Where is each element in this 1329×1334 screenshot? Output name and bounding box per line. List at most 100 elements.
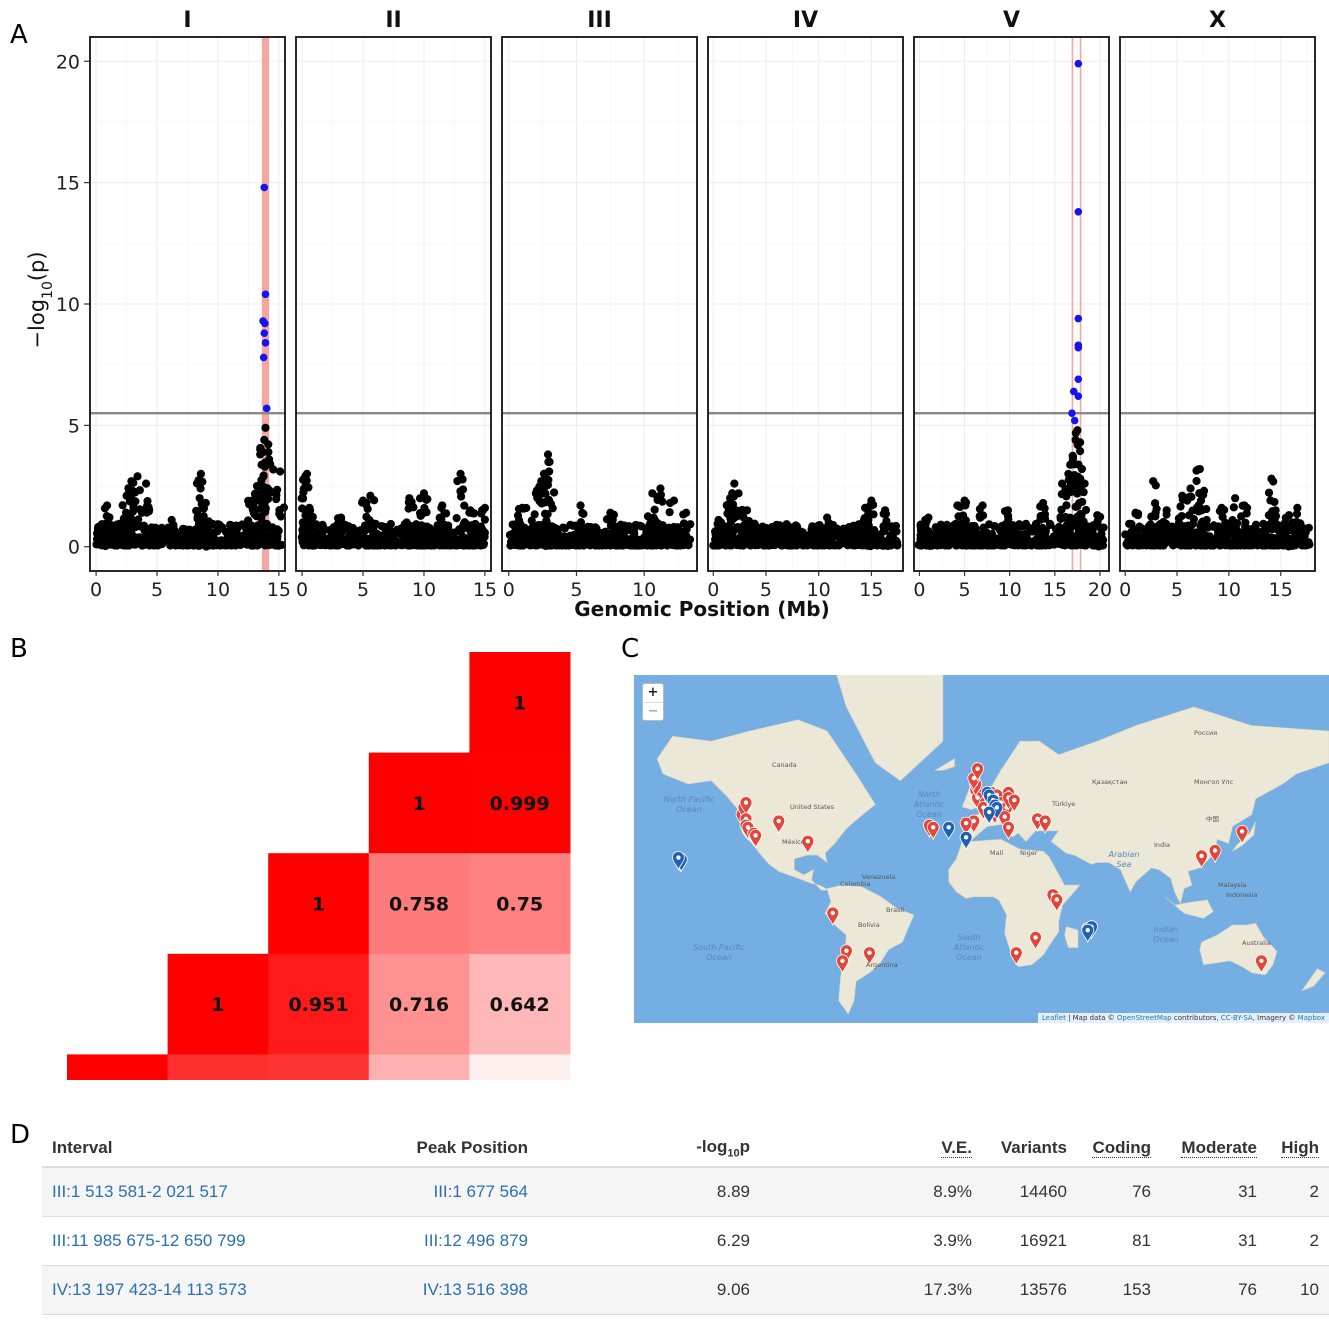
col-interval-header[interactable]: Interval [42, 1130, 302, 1168]
osm-link[interactable]: OpenStreetMap [1116, 1014, 1172, 1022]
snp-point [635, 541, 644, 550]
snp-point [609, 523, 618, 532]
snp-point [252, 481, 262, 491]
ld-cell [167, 1054, 269, 1080]
snp-point [1076, 447, 1085, 456]
country-label: Indonesia [1226, 891, 1258, 899]
snp-point [977, 531, 987, 540]
snp-point [1016, 534, 1025, 543]
coding-cell: 153 [1077, 1265, 1161, 1315]
snp-point [713, 538, 722, 547]
snp-point [1241, 518, 1250, 527]
map-marker-red[interactable] [971, 762, 985, 782]
mapbox-link[interactable]: Mapbox [1297, 1014, 1325, 1022]
interval-link[interactable]: III:1 513 581-2 021 517 [42, 1167, 302, 1217]
snp-point [128, 486, 137, 495]
snp-point [102, 501, 112, 510]
map-marker-blue[interactable] [672, 851, 685, 871]
map-marker-red[interactable] [863, 946, 876, 966]
col-ve-header[interactable]: V.E. [760, 1130, 982, 1168]
map-marker-red[interactable] [836, 954, 849, 974]
map-marker-blue[interactable] [982, 805, 996, 826]
map-marker-red[interactable] [959, 816, 973, 837]
map-marker-red[interactable] [1029, 931, 1043, 951]
snp-point [1284, 511, 1294, 520]
map-marker-red[interactable] [1208, 844, 1222, 864]
map-marker-red[interactable] [739, 796, 753, 816]
chromosome-panel-IV: IV 0 5 10 15 [707, 8, 904, 601]
logp-cell: 6.29 [538, 1216, 760, 1266]
ocean-label: North Atlantic Ocean [913, 790, 945, 819]
snp-point [644, 534, 653, 543]
col-logp-header[interactable]: -log10p [538, 1130, 760, 1168]
snp-point [652, 540, 661, 549]
snp-point [1196, 496, 1206, 505]
snp-point [1003, 506, 1012, 515]
map-canvas[interactable] [634, 675, 1329, 1023]
peak-link[interactable]: III:1 677 564 [302, 1167, 538, 1217]
map-pin-center [1002, 814, 1007, 819]
snp-point [1022, 531, 1031, 540]
snp-point [576, 501, 585, 510]
map-marker-red[interactable] [1007, 793, 1021, 814]
map-marker-red[interactable] [772, 814, 786, 835]
map-marker-red[interactable] [801, 834, 815, 855]
col-peak-header[interactable]: Peak Position [302, 1130, 538, 1168]
map-marker-blue[interactable] [959, 830, 973, 851]
col-moderate-header[interactable]: Moderate [1161, 1130, 1267, 1168]
interval-link[interactable]: IV:13 197 423-14 113 573 [42, 1265, 302, 1315]
leaflet-link[interactable]: Leaflet [1041, 1014, 1066, 1022]
snp-point [401, 536, 410, 546]
snp-point [804, 533, 813, 542]
col-high-header[interactable]: High [1267, 1130, 1329, 1168]
peak-link[interactable]: III:12 496 879 [302, 1216, 538, 1266]
snp-point [452, 514, 461, 523]
snp-point [126, 495, 136, 504]
map-marker-red[interactable] [1038, 814, 1052, 835]
country-label: Қазақстан [1092, 778, 1128, 786]
snp-point [1176, 502, 1185, 511]
col-coding-header[interactable]: Coding [1077, 1130, 1161, 1168]
eurasia-landmass [961, 706, 1329, 905]
map-marker-red[interactable] [1235, 825, 1249, 845]
ld-value-label: 1 [513, 692, 526, 714]
snp-point [724, 532, 733, 542]
map-marker-red[interactable] [926, 820, 940, 841]
snp-point [814, 521, 823, 530]
map-marker-red[interactable] [1195, 849, 1208, 869]
map-pin-center [975, 766, 980, 771]
country-label: Bolivia [858, 921, 880, 929]
ld-value-label: 0.999 [490, 793, 550, 815]
license-link[interactable]: CC-BY-SA [1220, 1014, 1253, 1022]
snp-point [1076, 438, 1085, 447]
snp-point [260, 435, 269, 445]
map-marker-blue[interactable] [942, 820, 956, 841]
map-marker-red[interactable] [1002, 820, 1015, 841]
map-marker-red[interactable] [826, 906, 840, 927]
map-marker-red[interactable] [749, 829, 762, 849]
peak-link[interactable]: IV:13 516 398 [302, 1265, 538, 1315]
ld-value-label: 1 [312, 894, 325, 916]
zoom-out-button[interactable]: − [643, 702, 663, 720]
panel-frame [913, 36, 1110, 572]
snp-point [1197, 525, 1207, 535]
snp-point [404, 504, 413, 513]
map-pin-center [1259, 958, 1264, 963]
map-marker-red[interactable] [1255, 954, 1268, 974]
col-variants-header[interactable]: Variants [982, 1130, 1077, 1168]
snp-point [318, 520, 327, 529]
snp-point [214, 525, 223, 534]
strain-map[interactable]: North Pacific Ocean North Atlantic Ocean… [634, 675, 1329, 1023]
snp-point [786, 541, 796, 550]
map-marker-red[interactable] [1009, 946, 1023, 966]
map-marker-red[interactable] [1050, 893, 1064, 913]
zoom-in-button[interactable]: + [647, 685, 659, 700]
interval-link[interactable]: III:11 985 675-12 650 799 [42, 1216, 302, 1266]
snp-point [140, 540, 150, 549]
snp-point [235, 537, 244, 546]
snp-point [456, 487, 465, 496]
map-marker-red[interactable] [839, 944, 853, 964]
map-marker-blue[interactable] [1081, 923, 1095, 944]
snp-point [1162, 519, 1171, 528]
ld-cell [469, 853, 571, 955]
